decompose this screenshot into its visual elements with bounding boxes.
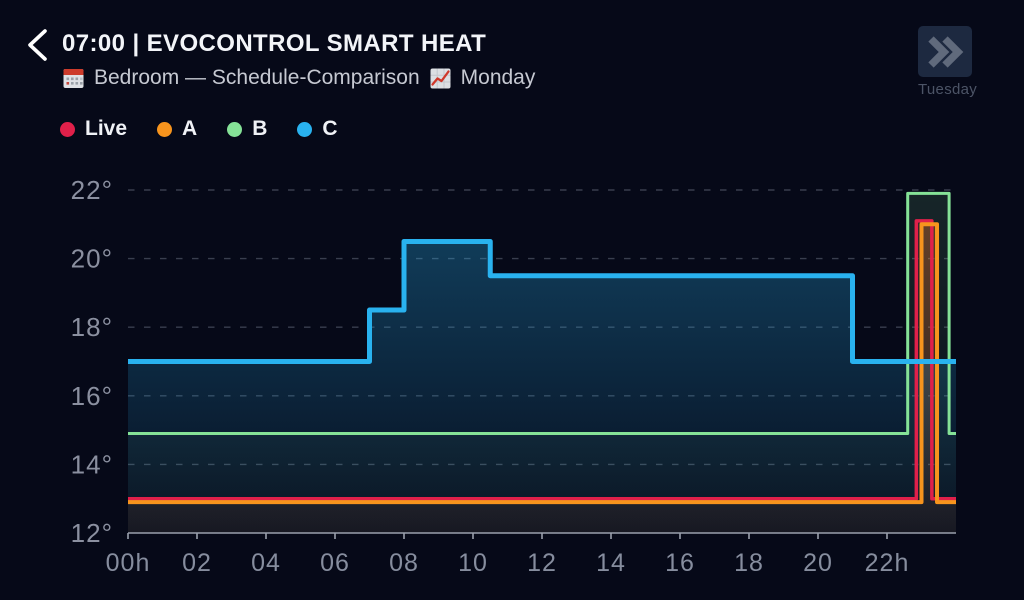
x-tick-label-20: 20	[803, 549, 833, 577]
chevrons-right-icon	[928, 35, 964, 68]
legend-dot-a	[157, 121, 173, 137]
y-tick-label-12: 12°	[71, 518, 113, 548]
y-tick-label-14: 14°	[71, 449, 113, 479]
back-button[interactable]	[20, 26, 56, 66]
legend-item-a[interactable]: A	[157, 117, 197, 141]
calendar-icon	[63, 68, 84, 88]
series-line-A	[128, 222, 956, 505]
day-label: Monday	[460, 66, 536, 89]
legend-label-c: C	[322, 117, 338, 140]
x-tick-label-06: 06	[320, 549, 350, 577]
x-tick-label-12: 12	[527, 549, 557, 577]
chart-increasing-icon	[430, 68, 451, 88]
legend-item-b[interactable]: B	[227, 117, 267, 141]
legend-label-a: A	[182, 117, 198, 140]
legend-dot-live	[60, 121, 75, 137]
series-line-B	[128, 191, 956, 436]
legend-item-live[interactable]: Live	[60, 117, 127, 141]
y-tick-label-20: 20°	[71, 244, 113, 274]
x-tick-label-02: 02	[182, 549, 212, 577]
y-tick-label-16: 16°	[71, 381, 113, 411]
page-title: 07:00 | EVOCONTROL SMART HEAT	[62, 30, 487, 57]
next-day-control: Tuesday	[918, 26, 978, 98]
x-tick-label-16: 16	[665, 549, 695, 577]
next-day-label: Tuesday	[918, 81, 978, 98]
legend-label-b: B	[252, 117, 268, 140]
x-tick-label-14: 14	[596, 549, 626, 577]
header: 07:00 | EVOCONTROL SMART HEAT Bedroom — …	[62, 30, 535, 91]
next-day-button[interactable]	[918, 26, 972, 77]
legend-dot-b	[227, 121, 243, 137]
x-tick-label-08: 08	[389, 549, 419, 577]
x-tick-label-22h: 22h	[865, 549, 910, 577]
x-tick-label-00h: 00h	[106, 549, 151, 577]
series-fill-C	[128, 241, 956, 533]
x-tick-label-04: 04	[251, 549, 281, 577]
subtitle-text: Bedroom — Schedule-Comparison	[94, 66, 420, 89]
x-tick-label-10: 10	[458, 549, 488, 577]
y-tick-label-18: 18°	[71, 312, 113, 342]
y-tick-label-22: 22°	[71, 175, 113, 205]
x-tick-label-18: 18	[734, 549, 764, 577]
chevron-left-icon	[28, 28, 47, 61]
legend-label-live: Live	[85, 117, 128, 140]
series-line-C	[128, 238, 956, 364]
chart-legend: Live A B C	[60, 114, 338, 144]
subtitle: Bedroom — Schedule-Comparison Monday	[62, 65, 535, 91]
legend-item-c[interactable]: C	[297, 117, 338, 141]
legend-dot-c	[297, 121, 313, 137]
